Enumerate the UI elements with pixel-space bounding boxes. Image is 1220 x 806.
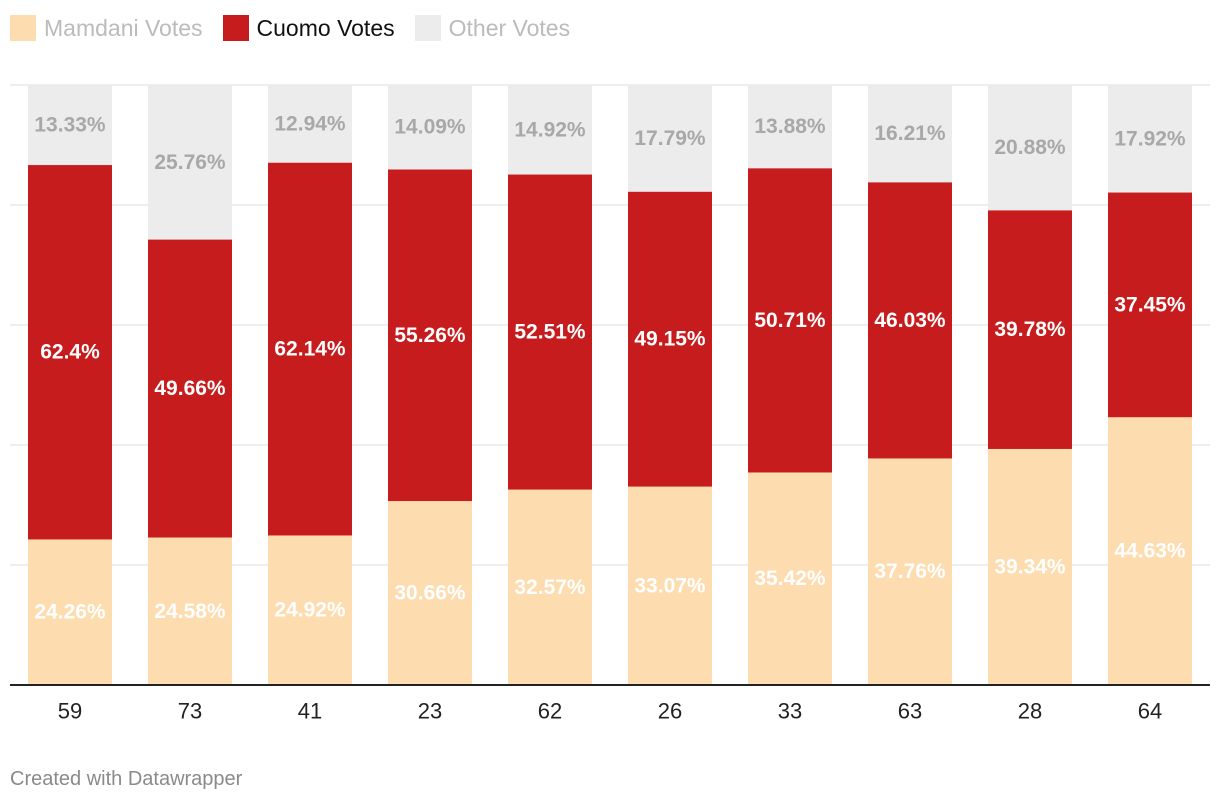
legend-label: Mamdani Votes	[44, 15, 203, 41]
legend-item-0: Mamdani Votes	[10, 15, 203, 41]
bar-segment-mamdani-votes	[748, 472, 832, 685]
bar-segment-other-votes	[1108, 85, 1192, 193]
x-tick-label: 64	[1138, 699, 1162, 724]
bar-segment-other-votes	[268, 85, 352, 163]
bar-segment-cuomo-votes	[388, 169, 472, 502]
bar-segment-mamdani-votes	[268, 535, 352, 685]
bar-segment-mamdani-votes	[388, 501, 472, 685]
bar-segment-cuomo-votes	[148, 239, 232, 538]
data-label: 12.94%	[274, 112, 346, 135]
x-tick-label: 28	[1018, 699, 1042, 724]
data-label: 44.63%	[1114, 540, 1186, 563]
legend-swatch	[10, 15, 36, 41]
data-label: 39.34%	[994, 555, 1066, 578]
bar-segment-cuomo-votes	[868, 182, 952, 459]
bar-segment-mamdani-votes	[868, 458, 952, 685]
data-label: 13.88%	[754, 115, 826, 138]
x-tick-label: 41	[298, 699, 322, 724]
bar-segment-mamdani-votes	[28, 539, 112, 685]
data-label: 62.14%	[274, 338, 346, 361]
data-label: 24.58%	[154, 600, 226, 623]
bar-segment-cuomo-votes	[988, 210, 1072, 449]
bar-segment-other-votes	[28, 85, 112, 166]
bar-segment-mamdani-votes	[988, 448, 1072, 685]
data-label: 25.76%	[154, 151, 226, 174]
bar-segment-mamdani-votes	[1108, 417, 1192, 685]
legend-item-1: Cuomo Votes	[222, 15, 395, 41]
data-label: 13.33%	[34, 114, 106, 137]
bar-segment-cuomo-votes	[628, 191, 712, 487]
legend-swatch	[222, 15, 249, 41]
data-label: 30.66%	[394, 582, 466, 605]
x-tick-label: 23	[418, 699, 442, 724]
bar-segment-mamdani-votes	[628, 486, 712, 685]
bar-segment-cuomo-votes	[748, 168, 832, 473]
footer-credit: Created with Datawrapper	[10, 768, 243, 790]
bar-segment-other-votes	[508, 85, 592, 175]
bar-segment-other-votes	[388, 84, 472, 170]
data-label: 37.76%	[874, 560, 946, 583]
bar-segment-cuomo-votes	[28, 165, 112, 540]
x-axis-ticks: 59 73 41 23 62 26 33 63 28 64	[58, 699, 1162, 724]
data-label: 49.66%	[154, 377, 226, 400]
x-tick-label: 59	[58, 699, 82, 724]
x-tick-label: 62	[538, 699, 562, 724]
data-label: 33.07%	[634, 574, 706, 597]
x-tick-label: 26	[658, 699, 682, 724]
data-label: 52.51%	[514, 321, 586, 344]
data-label: 35.42%	[754, 567, 826, 590]
data-label: 14.92%	[514, 118, 586, 141]
data-label: 24.26%	[34, 601, 106, 624]
x-tick-label: 33	[778, 699, 802, 724]
bar-segment-other-votes	[868, 85, 952, 183]
data-label: 20.88%	[994, 136, 1066, 159]
bar-segment-other-votes	[748, 84, 832, 169]
data-label: 37.45%	[1114, 293, 1186, 316]
data-label: 14.09%	[394, 116, 466, 139]
bar-segment-other-votes	[628, 84, 712, 192]
legend-item-2: Other Votes	[414, 15, 571, 41]
x-tick-label: 73	[178, 699, 202, 724]
data-label: 46.03%	[874, 309, 946, 332]
bar-segment-cuomo-votes	[508, 174, 592, 490]
data-label: 17.79%	[634, 127, 706, 150]
legend-label: Other Votes	[448, 15, 571, 41]
bar-segment-other-votes	[988, 85, 1072, 211]
data-label: 62.4%	[40, 341, 100, 364]
data-label: 32.57%	[514, 576, 586, 599]
data-label: 49.15%	[634, 328, 706, 351]
bar-segment-mamdani-votes	[508, 489, 592, 685]
x-tick-label: 63	[898, 699, 922, 724]
bars	[28, 84, 1192, 685]
data-label: 50.71%	[754, 309, 826, 332]
bar-segment-cuomo-votes	[268, 162, 352, 536]
legend-swatch	[414, 15, 441, 41]
data-label: 39.78%	[994, 318, 1066, 341]
data-label: 24.92%	[274, 599, 346, 622]
bar-segment-mamdani-votes	[148, 537, 232, 685]
data-label: 17.92%	[1114, 127, 1186, 150]
data-label: 55.26%	[394, 324, 466, 347]
bar-segment-cuomo-votes	[1108, 192, 1192, 418]
data-labels: 24.26% 62.4% 13.33% 24.58% 49.66% 25.76% 24.92…	[34, 112, 1186, 623]
chart-legend: Mamdani Votes Cuomo Votes Other Votes	[10, 10, 590, 46]
bar-segment-other-votes	[148, 85, 232, 240]
legend-label: Cuomo Votes	[256, 15, 395, 41]
data-label: 16.21%	[874, 122, 946, 145]
